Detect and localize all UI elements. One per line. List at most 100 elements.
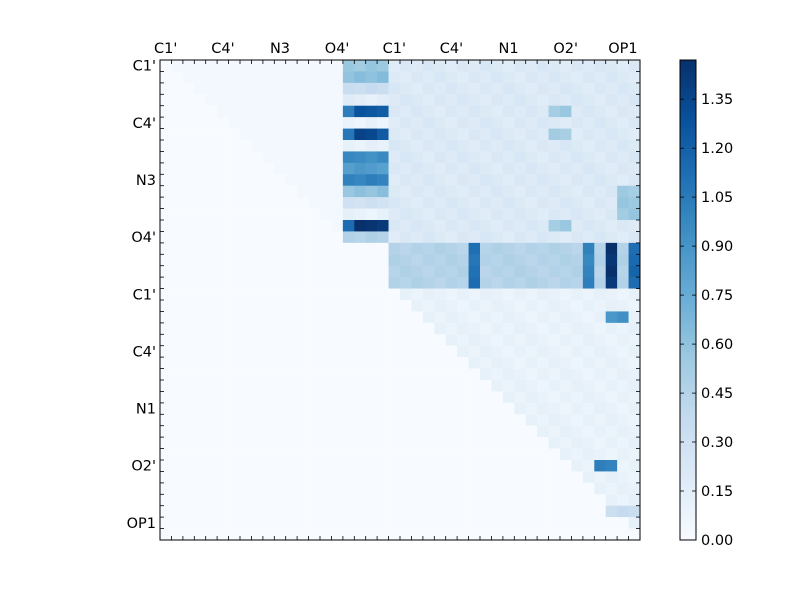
y-tick-label: N1 xyxy=(136,402,156,418)
heatmap-cell xyxy=(422,471,435,484)
heatmap-cell xyxy=(320,460,332,472)
heatmap-cell xyxy=(205,471,218,484)
heatmap-cell xyxy=(411,185,424,198)
heatmap-cell xyxy=(445,82,458,95)
heatmap-cell xyxy=(365,448,378,461)
heatmap-cell xyxy=(320,105,332,118)
heatmap-cell xyxy=(628,437,641,449)
heatmap-cell xyxy=(297,254,309,267)
heatmap-cell xyxy=(171,311,184,324)
heatmap-cell xyxy=(205,402,218,415)
heatmap-cell xyxy=(434,460,447,472)
heatmap-cell xyxy=(365,368,378,381)
heatmap-cell xyxy=(285,494,298,507)
heatmap-cell xyxy=(262,517,275,529)
heatmap-cell xyxy=(457,505,469,518)
heatmap-cell xyxy=(171,528,184,541)
heatmap-cell xyxy=(491,505,504,518)
heatmap-cell xyxy=(388,185,401,198)
heatmap-cell xyxy=(560,82,572,95)
heatmap-cell xyxy=(274,105,287,118)
heatmap-cell xyxy=(537,162,549,175)
heatmap-cell xyxy=(480,345,492,358)
heatmap-cell xyxy=(457,71,469,84)
heatmap-cell xyxy=(342,288,355,301)
heatmap-cell xyxy=(628,517,641,529)
heatmap-cell xyxy=(331,265,344,278)
heatmap-cell xyxy=(445,391,458,404)
heatmap-cell xyxy=(365,140,378,152)
heatmap-cell xyxy=(422,174,435,187)
heatmap-cell xyxy=(537,71,549,84)
heatmap-cell xyxy=(525,437,538,449)
heatmap-cell xyxy=(182,357,195,369)
heatmap-cell xyxy=(251,471,264,484)
heatmap-cell xyxy=(262,288,275,301)
heatmap-cell xyxy=(365,322,378,335)
heatmap-cell xyxy=(571,402,584,415)
heatmap-cell xyxy=(594,185,607,198)
heatmap-cell xyxy=(262,528,275,541)
heatmap-cell xyxy=(171,414,184,427)
heatmap-cell xyxy=(160,402,172,415)
heatmap-cell xyxy=(182,242,195,255)
heatmap-cell xyxy=(400,505,412,518)
heatmap-cell xyxy=(617,471,629,484)
heatmap-cell xyxy=(457,242,469,255)
heatmap-cell xyxy=(331,128,344,141)
heatmap-cell xyxy=(560,357,572,369)
heatmap-cell xyxy=(468,82,481,95)
heatmap-cell xyxy=(605,300,618,312)
heatmap-cell xyxy=(605,322,618,335)
heatmap-cell xyxy=(182,471,195,484)
heatmap-cell xyxy=(354,231,367,244)
heatmap-cell xyxy=(491,288,504,301)
heatmap-cell xyxy=(468,128,481,141)
heatmap-cell xyxy=(617,322,629,335)
heatmap-cell xyxy=(342,494,355,507)
heatmap-cell xyxy=(537,482,549,495)
heatmap-cell xyxy=(320,231,332,244)
heatmap-cell xyxy=(594,505,607,518)
heatmap-cell xyxy=(571,220,584,232)
heatmap-cell xyxy=(388,494,401,507)
heatmap-cell xyxy=(468,265,481,278)
heatmap-cell xyxy=(320,425,332,438)
heatmap-cell xyxy=(320,311,332,324)
heatmap-cell xyxy=(182,208,195,221)
heatmap-cell xyxy=(411,265,424,278)
heatmap-cell xyxy=(502,117,515,129)
heatmap-cell xyxy=(331,82,344,95)
heatmap-cell xyxy=(377,288,389,301)
heatmap-cell xyxy=(582,460,595,472)
heatmap-cell xyxy=(605,277,618,289)
heatmap-cell xyxy=(525,71,538,84)
heatmap-cell xyxy=(377,460,389,472)
heatmap-cell xyxy=(571,391,584,404)
heatmap-cell xyxy=(628,505,641,518)
heatmap-cell xyxy=(514,380,527,392)
heatmap-cell xyxy=(502,242,515,255)
heatmap-cell xyxy=(422,402,435,415)
heatmap-cell xyxy=(354,117,367,129)
heatmap-cell xyxy=(217,220,229,232)
heatmap-cell xyxy=(445,425,458,438)
heatmap-cell xyxy=(308,254,321,267)
heatmap-cell xyxy=(331,311,344,324)
heatmap-cell xyxy=(582,528,595,541)
heatmap-cell xyxy=(297,345,309,358)
heatmap-cell xyxy=(331,425,344,438)
heatmap-cell xyxy=(205,174,218,187)
heatmap-cell xyxy=(194,471,207,484)
heatmap-cell xyxy=(308,311,321,324)
heatmap-cell xyxy=(605,311,618,324)
heatmap-cell xyxy=(422,300,435,312)
heatmap-cell xyxy=(285,60,298,72)
heatmap-cell xyxy=(388,402,401,415)
heatmap-cell xyxy=(308,208,321,221)
heatmap-cell xyxy=(365,162,378,175)
x-tick-label: C4' xyxy=(440,41,463,57)
heatmap-cell xyxy=(468,460,481,472)
heatmap-cell xyxy=(628,277,641,289)
heatmap-cell xyxy=(182,460,195,472)
